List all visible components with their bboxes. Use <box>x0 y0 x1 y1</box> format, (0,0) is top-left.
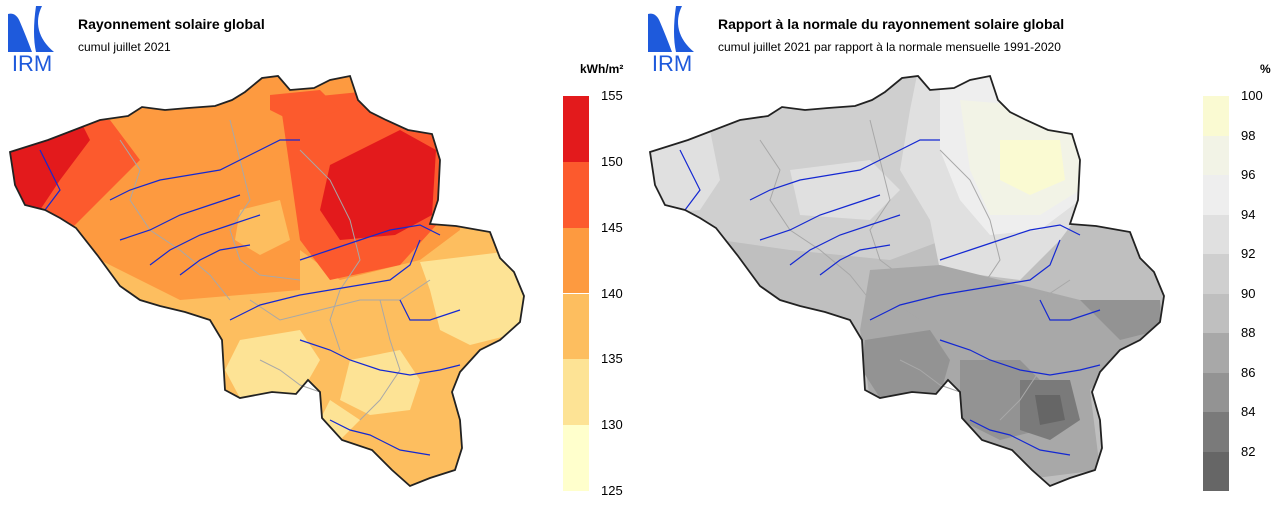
legend-tick-label: 125 <box>601 483 623 498</box>
logo-text: IRM <box>651 51 693 76</box>
map-title: Rapport à la normale du rayonnement sola… <box>718 16 1065 32</box>
legend-tick-label: 135 <box>601 351 623 367</box>
map-title: Rayonnement solaire global <box>78 16 265 32</box>
legend-tick-label: 82 <box>1241 443 1256 459</box>
rivers <box>39 139 461 456</box>
legend-unit: % <box>1260 62 1271 76</box>
legend-tick-label: 145 <box>601 219 623 235</box>
legend-color-box <box>563 293 589 360</box>
map-subtitle: cumul juillet 2021 <box>78 40 171 54</box>
legend-tick-label: 155 <box>601 88 623 103</box>
legend-color-box <box>1203 372 1229 412</box>
legend-color-box <box>1203 135 1229 175</box>
logo-text: IRM <box>11 51 53 76</box>
belgium-radiation-map <box>8 74 525 488</box>
color-legend: 100 98 96 94 92 90 88 86 84 82 <box>1203 88 1280 518</box>
color-legend: 155 150 145 140 135 130 125 <box>563 88 643 518</box>
legend-tick-label: 130 <box>601 417 623 433</box>
irm-logo-icon <box>648 6 694 52</box>
legend-unit: kWh/m² <box>580 62 624 76</box>
legend-tick-label: 86 <box>1241 364 1256 380</box>
legend-color-box <box>1203 254 1229 294</box>
legend-tick-label: 96 <box>1241 167 1256 182</box>
radiation-ratio-panel: IRM Rapport à la normale du rayonnement … <box>640 0 1280 507</box>
legend-color-box <box>1203 333 1229 373</box>
irm-logo: IRM <box>646 4 698 76</box>
legend-color-box <box>1203 214 1229 254</box>
legend-tick-label: 94 <box>1241 206 1256 222</box>
legend-tick-label: 92 <box>1241 246 1256 261</box>
legend-color-box <box>563 425 589 491</box>
legend-tick-label: 90 <box>1241 285 1256 301</box>
legend-color-box <box>1203 96 1229 136</box>
legend-color-box <box>563 359 589 426</box>
legend-color-box <box>1203 293 1229 333</box>
country-border <box>8 74 525 488</box>
legend-tick-label: 98 <box>1241 127 1256 143</box>
solar-radiation-panel: IRM Rayonnement solaire global cumul jui… <box>0 0 640 507</box>
legend-color-box <box>1203 175 1229 215</box>
map-subtitle: cumul juillet 2021 par rapport à la norm… <box>718 40 1061 54</box>
legend-color-box <box>1203 412 1229 452</box>
legend-color-box <box>563 161 589 228</box>
legend-tick-label: 150 <box>601 153 623 169</box>
belgium-ratio-map <box>648 74 1165 488</box>
country-border <box>648 74 1165 488</box>
legend-tick-label: 88 <box>1241 325 1256 340</box>
legend-tick-label: 140 <box>601 285 623 301</box>
legend-tick-label: 84 <box>1241 404 1256 419</box>
legend-color-box <box>1203 451 1229 491</box>
legend-tick-label: 100 <box>1241 88 1263 103</box>
irm-logo-icon <box>8 6 54 52</box>
rivers <box>679 139 1101 456</box>
legend-color-box <box>563 96 589 162</box>
irm-logo: IRM <box>6 4 58 76</box>
legend-color-box <box>563 227 589 294</box>
